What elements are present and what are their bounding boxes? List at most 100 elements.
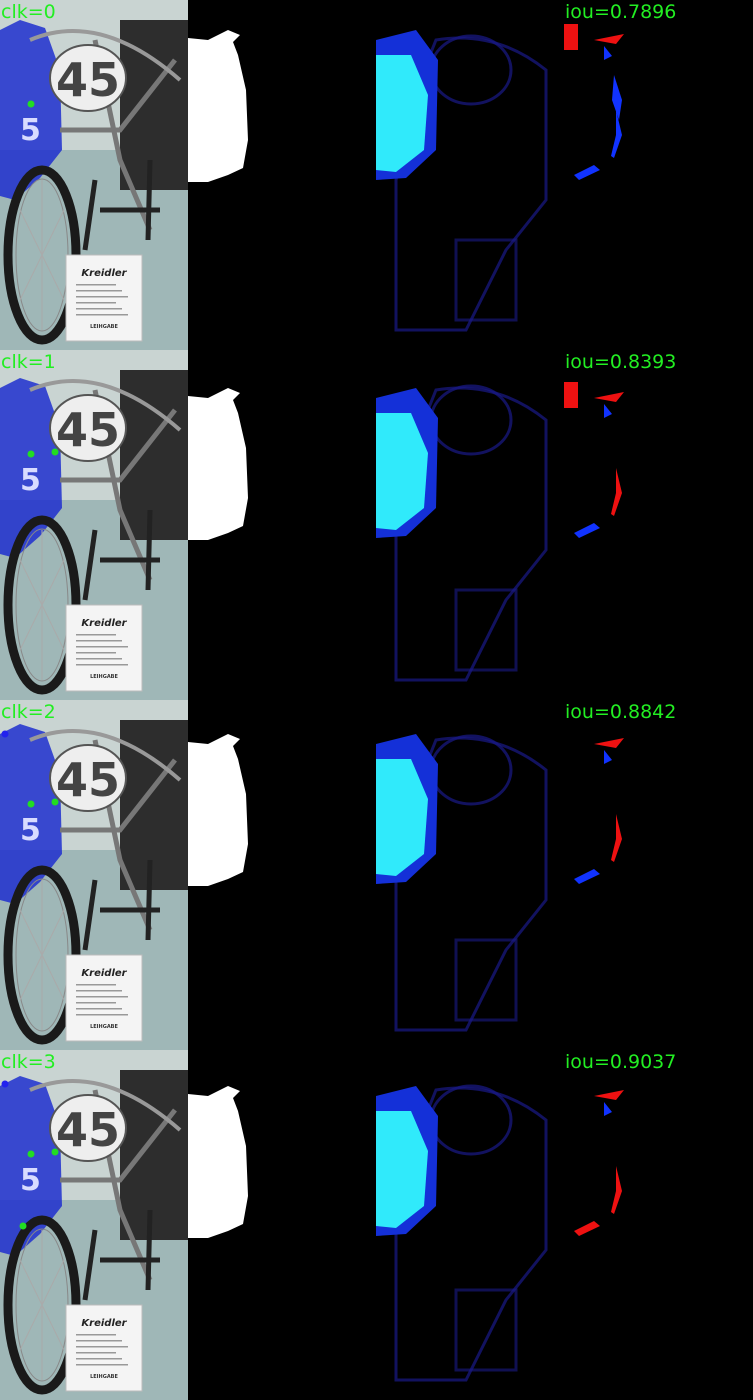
race-number: 45 <box>56 403 120 457</box>
photo-panel: 45 5 Kreidler LEIHGABE <box>0 1050 188 1400</box>
number-plate <box>49 394 127 462</box>
false-positive-area <box>594 34 624 44</box>
side-number: 5 <box>20 113 41 148</box>
sign-text-line <box>76 1008 122 1010</box>
sign-text-line <box>76 290 122 292</box>
mask-shape <box>188 1086 248 1238</box>
mask-panel <box>188 0 376 350</box>
number-plate <box>49 1094 127 1162</box>
sign-brand: Kreidler <box>81 1318 127 1329</box>
sign-footer: LEIHGABE <box>90 674 118 680</box>
edge-outline <box>454 588 518 672</box>
click-count-label: clk=0 <box>1 1 56 23</box>
positive-click-dot <box>51 448 59 456</box>
sign-brand: Kreidler <box>81 618 127 629</box>
heatmap-panel <box>376 350 564 700</box>
error-background <box>564 0 752 350</box>
wheel-spokes <box>19 530 65 680</box>
false-positive-area <box>594 738 624 748</box>
segmented-region <box>0 724 62 904</box>
sign-text-line <box>76 296 128 298</box>
race-number: 45 <box>56 53 120 107</box>
positive-click-dot <box>27 1150 35 1158</box>
sign-text-line <box>76 640 122 642</box>
click-count-label: clk=1 <box>1 351 56 373</box>
mask-panel <box>188 350 376 700</box>
probability-heatmap <box>376 1050 564 1400</box>
boundary-error <box>611 1166 622 1214</box>
edge-outline <box>454 1288 518 1372</box>
sign-footer: LEIHGABE <box>90 1024 118 1030</box>
iou-score-label: iou=0.8393 <box>565 351 677 373</box>
number-plate <box>49 744 127 812</box>
iou-score-label: iou=0.8842 <box>565 701 677 723</box>
predicted-mask <box>188 1050 376 1400</box>
sign-text-line <box>76 1352 116 1354</box>
sign-text-line <box>76 1364 128 1366</box>
sign-text-line <box>76 984 116 986</box>
predicted-mask <box>188 0 376 350</box>
positive-click-dot <box>27 100 35 108</box>
heat-hot <box>376 1111 428 1228</box>
false-negative-area <box>604 750 612 764</box>
boundary-error <box>574 523 600 538</box>
negative-click-dot <box>1 730 9 738</box>
mask-shape <box>188 30 248 182</box>
sign-text-line <box>76 284 116 286</box>
sign-text-line <box>76 1014 128 1016</box>
photo-panel: 45 5 Kreidler LEIHGABE <box>0 350 188 700</box>
probability-heatmap <box>376 0 564 350</box>
positive-click-dot <box>51 798 59 806</box>
stand <box>82 859 160 951</box>
segmented-region <box>0 1076 62 1256</box>
edge-outline <box>454 938 518 1022</box>
probability-heatmap <box>376 700 564 1050</box>
mask-shape <box>188 734 248 886</box>
heatmap-panel <box>376 700 564 1050</box>
sign-text-line <box>76 308 122 310</box>
sign-text-line <box>76 1002 116 1004</box>
info-sign <box>65 254 143 342</box>
sign-text-line <box>76 634 116 636</box>
photo-panel: 45 5 Kreidler LEIHGABE <box>0 700 188 1050</box>
handlebar <box>29 379 182 432</box>
error-panel <box>564 1050 752 1400</box>
negative-click-dot <box>1 1080 9 1088</box>
positive-click-dot <box>19 1222 27 1230</box>
positive-click-dot <box>51 1148 59 1156</box>
error-panel <box>564 700 752 1050</box>
false-negative-area <box>612 75 622 120</box>
click-count-label: clk=2 <box>1 701 56 723</box>
error-map <box>564 350 752 700</box>
result-row-3: 45 5 Kreidler LEIHGABE clk=3 iou=0.9037 <box>0 1050 753 1400</box>
predicted-mask <box>188 350 376 700</box>
side-number: 5 <box>20 813 41 848</box>
click-count-label: clk=3 <box>1 1051 56 1073</box>
boundary-error <box>574 869 600 884</box>
wheel-spokes <box>19 1230 65 1380</box>
segmented-region <box>0 378 62 558</box>
sign-text-line <box>76 314 128 316</box>
race-number: 45 <box>56 753 120 807</box>
result-row-0: 45 5 Kreidler LEIHGABE clk=0 iou=0.7896 <box>0 0 753 350</box>
probability-heatmap <box>376 350 564 700</box>
wheel-spokes <box>19 880 65 1030</box>
sign-brand: Kreidler <box>81 268 127 279</box>
sign-text-line <box>76 1346 128 1348</box>
positive-click-dot <box>27 450 35 458</box>
race-number: 45 <box>56 1103 120 1157</box>
sign-footer: LEIHGABE <box>90 324 118 330</box>
false-positive-area <box>594 392 624 402</box>
predicted-mask <box>188 700 376 1050</box>
false-positive-area <box>564 382 578 408</box>
side-number: 5 <box>20 463 41 498</box>
false-negative-area <box>604 404 612 418</box>
iou-score-label: iou=0.9037 <box>565 1051 677 1073</box>
motorcycle-photo: 45 5 Kreidler LEIHGABE <box>0 0 188 350</box>
error-panel <box>564 0 752 350</box>
sign-text-line <box>76 990 122 992</box>
result-row-2: 45 5 Kreidler LEIHGABE clk=2 iou=0.8842 <box>0 700 753 1050</box>
sign-brand: Kreidler <box>81 968 127 979</box>
segmented-region <box>0 20 62 200</box>
